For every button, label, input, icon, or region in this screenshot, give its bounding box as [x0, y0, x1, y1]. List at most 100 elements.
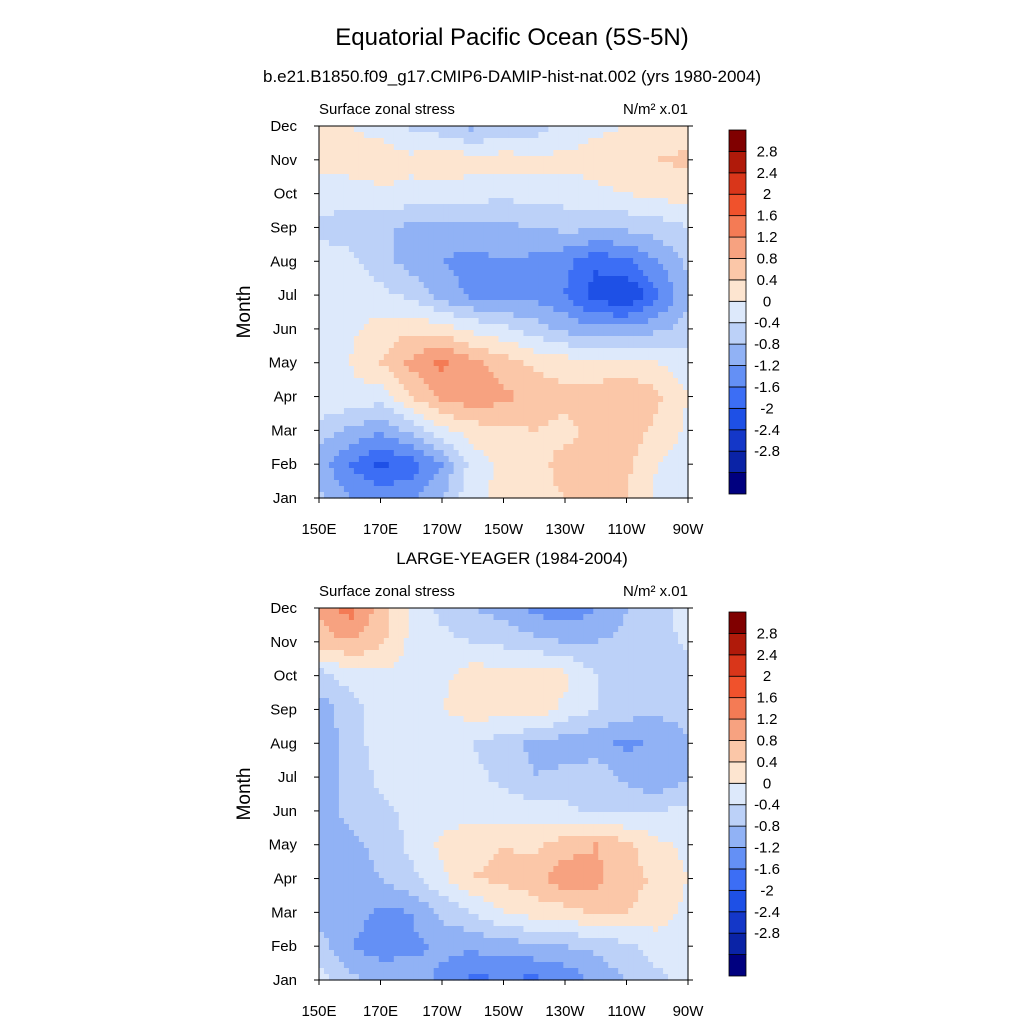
heatmap-cell: [568, 180, 574, 187]
heatmap-cell: [573, 462, 579, 469]
heatmap-cell: [319, 414, 325, 421]
heatmap-cells: [319, 608, 689, 981]
heatmap-cell: [353, 174, 360, 181]
heatmap-cell: [483, 180, 490, 187]
heatmap-cell: [603, 474, 609, 481]
heatmap-cell: [638, 186, 644, 193]
heatmap-cell: [648, 462, 654, 469]
heatmap-cell: [598, 354, 604, 361]
heatmap-cell: [443, 186, 450, 193]
heatmap-cell: [503, 156, 510, 163]
y-axis-label: Month: [234, 286, 255, 339]
heatmap-cell: [623, 468, 629, 475]
heatmap-cell: [463, 354, 470, 361]
heatmap-cell: [388, 240, 395, 247]
heatmap-cell: [648, 234, 654, 241]
heatmap-cell: [533, 270, 540, 277]
heatmap-cell: [478, 492, 485, 499]
heatmap-cell: [358, 126, 365, 133]
heatmap-cell: [398, 138, 405, 145]
heatmap-cell: [358, 632, 365, 639]
heatmap-cell: [383, 626, 390, 633]
heatmap-cell: [548, 342, 554, 349]
heatmap-cell: [628, 126, 634, 133]
heatmap-cell: [488, 462, 495, 469]
heatmap-cell: [513, 138, 520, 145]
heatmap-cell: [433, 486, 440, 493]
x-tick-label: 150W: [484, 521, 524, 538]
heatmap-cell: [513, 336, 520, 343]
heatmap-cell: [463, 608, 470, 615]
heatmap-cell: [528, 360, 535, 367]
heatmap-cell: [578, 620, 584, 627]
heatmap-cell: [658, 318, 664, 325]
heatmap-cell: [458, 210, 465, 217]
heatmap-cell: [473, 324, 480, 331]
heatmap-cell: [508, 222, 515, 229]
heatmap-cell: [548, 276, 554, 283]
heatmap-cell: [398, 620, 405, 627]
heatmap-cell: [668, 366, 674, 373]
heatmap-cell: [338, 414, 345, 421]
heatmap-cell: [373, 306, 380, 313]
heatmap-cell: [363, 486, 370, 493]
heatmap-cell: [438, 444, 445, 451]
heatmap-cell: [438, 222, 445, 229]
heatmap-cell: [533, 330, 540, 337]
heatmap-cell: [538, 608, 544, 615]
heatmap-cell: [343, 270, 350, 277]
heatmap-cell: [638, 216, 644, 223]
heatmap-cell: [573, 258, 579, 265]
heatmap-cell: [508, 126, 515, 133]
heatmap-cell: [663, 620, 669, 627]
heatmap-cell: [568, 402, 574, 409]
heatmap-cell: [323, 216, 330, 223]
heatmap-cell: [493, 414, 500, 421]
heatmap-cell: [633, 354, 639, 361]
heatmap-cell: [623, 372, 629, 379]
heatmap-cell: [448, 348, 455, 355]
heatmap-cell: [333, 192, 340, 199]
heatmap-cell: [373, 234, 380, 241]
heatmap-cell: [658, 288, 664, 295]
heatmap-cell: [448, 474, 455, 481]
heatmap-cell: [338, 174, 345, 181]
heatmap-cell: [513, 372, 520, 379]
heatmap-cell: [578, 402, 584, 409]
heatmap-cell: [408, 632, 415, 639]
heatmap-cell: [523, 456, 530, 463]
heatmap-cell: [658, 620, 664, 627]
heatmap-cell: [528, 204, 535, 211]
heatmap-cell: [533, 210, 540, 217]
heatmap-cell: [403, 366, 410, 373]
heatmap-cell: [323, 626, 330, 633]
heatmap-cell: [453, 198, 460, 205]
heatmap-cell: [623, 192, 629, 199]
heatmap-cell: [403, 432, 410, 439]
heatmap-cell: [468, 294, 475, 301]
heatmap-cell: [468, 432, 475, 439]
heatmap-cell: [468, 426, 475, 433]
heatmap-cell: [608, 258, 614, 265]
heatmap-cell: [493, 348, 500, 355]
heatmap-cell: [319, 626, 325, 633]
heatmap-cell: [508, 198, 515, 205]
heatmap-cell: [508, 318, 515, 325]
heatmap-cell: [523, 162, 530, 169]
heatmap-cell: [543, 204, 549, 211]
heatmap-cell: [319, 168, 325, 175]
heatmap-cell: [638, 258, 644, 265]
heatmap-cell: [338, 432, 345, 439]
heatmap-cell: [408, 360, 415, 367]
heatmap-cell: [618, 336, 624, 343]
heatmap-cell: [633, 444, 639, 451]
heatmap-cell: [438, 282, 445, 289]
heatmap-cell: [333, 342, 340, 349]
heatmap-cell: [363, 372, 370, 379]
heatmap-cell: [653, 252, 659, 259]
heatmap-cell: [583, 608, 589, 615]
heatmap-cell: [358, 162, 365, 169]
panel-2: LARGE-YEAGER (1984-2004)Surface zonal st…: [234, 549, 780, 1020]
heatmap-cell: [583, 336, 589, 343]
heatmap-cell: [503, 144, 510, 151]
